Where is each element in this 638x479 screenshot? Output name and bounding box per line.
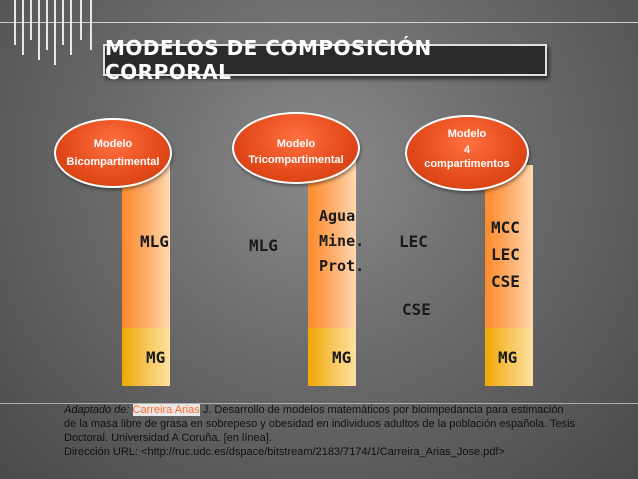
- column-1-mlg: [122, 160, 170, 328]
- reference-note: Adaptado de: Carreira Arias J. Desarroll…: [64, 403, 584, 459]
- column-1-mg: [122, 328, 170, 386]
- divider-line-top: [0, 22, 638, 23]
- title-box: MODELOS DE COMPOSICIÓN CORPORAL: [103, 36, 547, 84]
- label-mcc: MCC: [491, 218, 520, 237]
- label-mine: Mine.: [319, 232, 365, 250]
- reference-line-1: Adaptado de: Carreira Arias J. Desarroll…: [64, 403, 584, 417]
- model-label-line2: 4: [463, 144, 471, 156]
- reference-text-1: J. Desarrollo de modelos matemáticos por…: [199, 404, 564, 416]
- model-bubble-tricompartimental: Modelo Tricompartimental: [232, 112, 360, 184]
- model-label-line2: Bicompartimental: [66, 156, 160, 168]
- model-label-line1: Modelo: [93, 138, 133, 150]
- label-mg-col3: MG: [498, 348, 518, 367]
- model-label-line2: Tricompartimental: [248, 154, 344, 166]
- label-mlg-col1: MLG: [140, 232, 169, 251]
- column-3-upper: [485, 165, 533, 328]
- reference-line-4: Dirección URL: <http://ruc.udc.es/dspace…: [64, 446, 505, 458]
- page-title: MODELOS DE COMPOSICIÓN CORPORAL: [105, 36, 432, 84]
- label-mg-col1: MG: [146, 348, 166, 367]
- model-bubble-4-compartimentos: Modelo 4 compartimentos: [405, 115, 529, 191]
- column-3-mg: [485, 328, 533, 386]
- model-label-line1: Modelo: [447, 128, 487, 140]
- label-cse: CSE: [491, 272, 520, 291]
- model-label-line3: compartimentos: [424, 158, 510, 170]
- label-prot: Prot.: [319, 257, 365, 275]
- divider-line-bottom: [0, 403, 638, 404]
- reference-line-2: de la masa libre de grasa en sobrepeso y…: [64, 418, 576, 430]
- label-lec: LEC: [491, 245, 520, 264]
- label-lec-outside: LEC: [399, 232, 428, 251]
- label-agua: Agua: [319, 207, 356, 225]
- reference-prefix: Adaptado de:: [64, 404, 130, 416]
- model-bubble-bicompartimental: Modelo Bicompartimental: [54, 118, 172, 188]
- label-mlg-col2: MLG: [249, 236, 278, 255]
- column-2-upper: [308, 160, 356, 328]
- label-mg-col2: MG: [332, 348, 352, 367]
- label-cse-outside: CSE: [402, 300, 431, 319]
- decorative-stripes: [0, 0, 110, 75]
- model-label-line1: Modelo: [276, 138, 316, 150]
- reference-line-3: Doctoral. Universidad A Coruña. [en líne…: [64, 432, 272, 444]
- reference-author: Carreira Arias: [132, 404, 200, 416]
- column-2-mg: [308, 328, 356, 386]
